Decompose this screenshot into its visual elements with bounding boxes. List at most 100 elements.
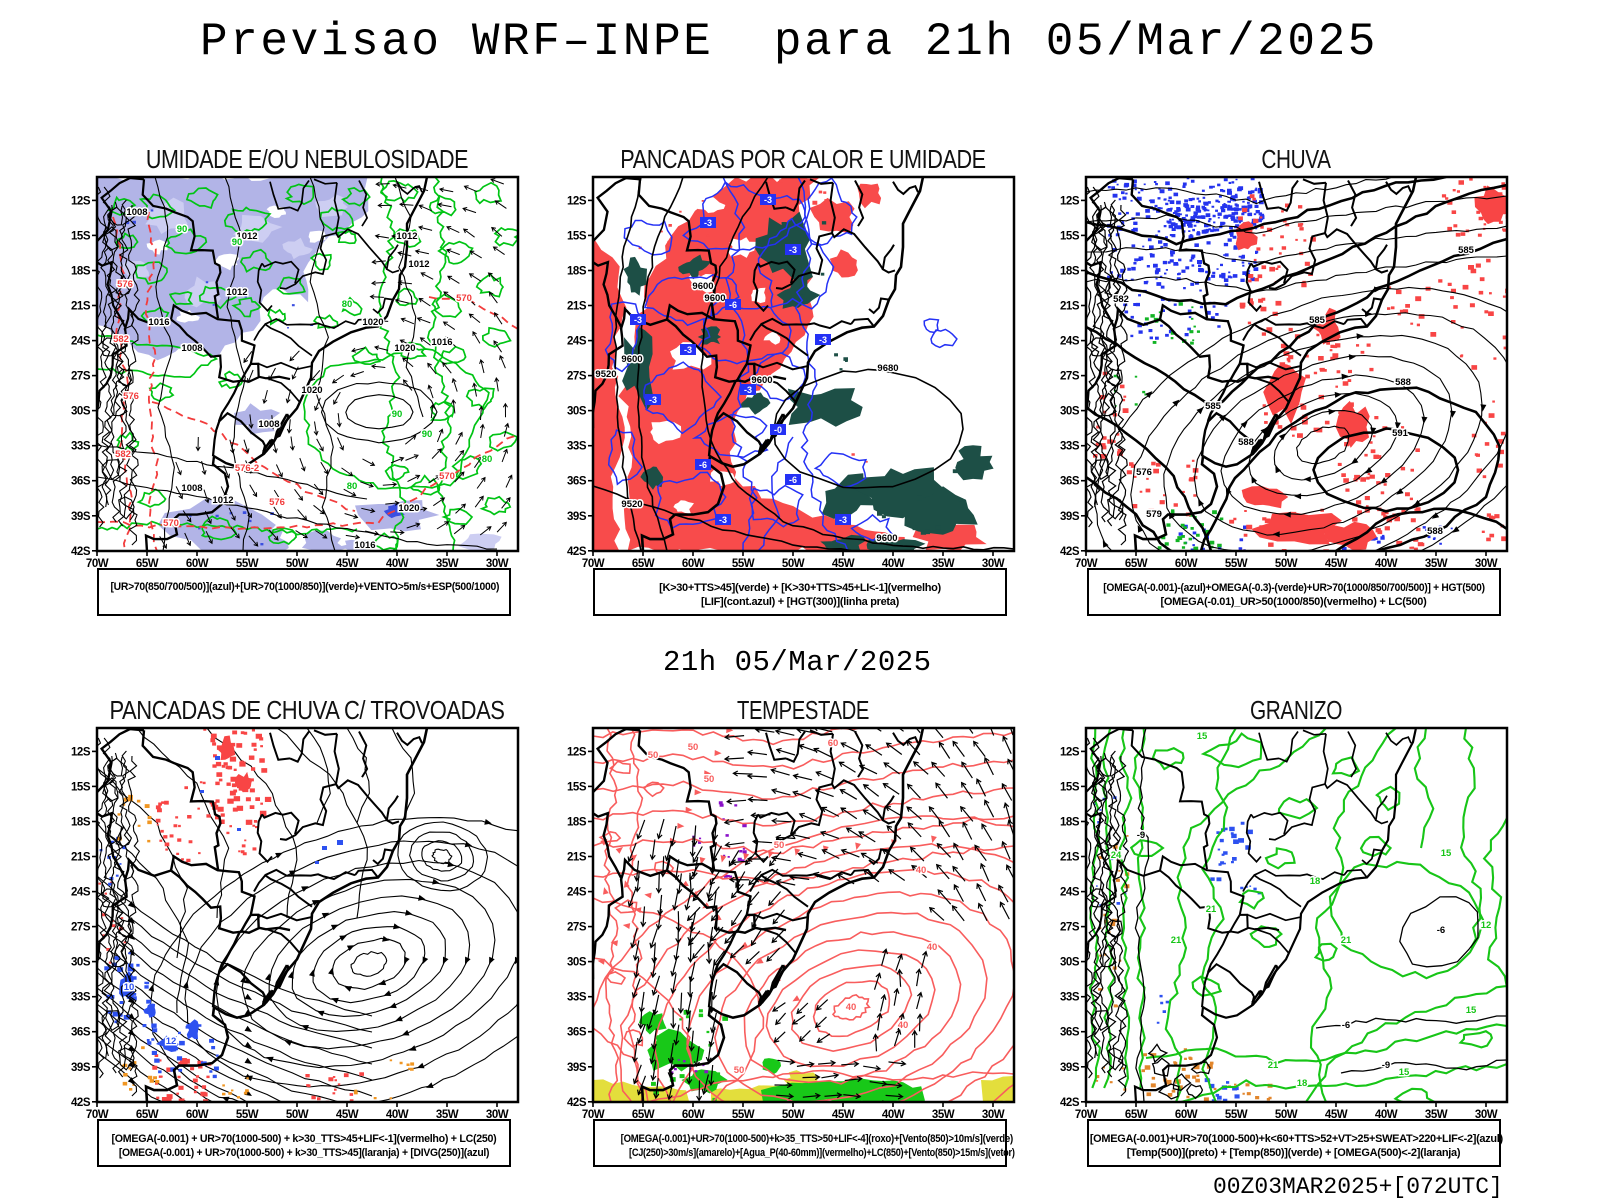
- svg-text:12S: 12S: [1060, 746, 1080, 758]
- svg-text:33S: 33S: [567, 991, 587, 1003]
- svg-text:42S: 42S: [567, 546, 587, 558]
- svg-text:1008: 1008: [181, 483, 202, 494]
- svg-text:30S: 30S: [71, 956, 91, 968]
- svg-text:576-2: 576-2: [234, 463, 258, 474]
- svg-text:50W: 50W: [781, 1109, 804, 1121]
- svg-text:36S: 36S: [71, 1026, 91, 1038]
- svg-text:30W: 30W: [981, 558, 1004, 570]
- svg-text:60: 60: [827, 738, 838, 749]
- svg-text:24S: 24S: [567, 886, 587, 898]
- svg-text:40W: 40W: [881, 1109, 904, 1121]
- svg-text:24S: 24S: [1060, 336, 1080, 348]
- svg-text:-3: -3: [743, 385, 751, 395]
- svg-text:585: 585: [1205, 401, 1222, 412]
- svg-text:12S: 12S: [71, 746, 91, 758]
- svg-text:-3: -3: [633, 315, 641, 325]
- svg-text:65W: 65W: [1125, 1109, 1148, 1121]
- svg-text:-3: -3: [683, 345, 691, 355]
- svg-text:-3: -3: [818, 335, 826, 345]
- svg-text:1016: 1016: [148, 317, 169, 328]
- svg-text:1008: 1008: [126, 207, 147, 218]
- svg-text:15S: 15S: [71, 230, 91, 242]
- svg-text:40W: 40W: [385, 1109, 408, 1121]
- svg-text:55W: 55W: [731, 1109, 754, 1121]
- svg-text:582: 582: [115, 449, 131, 460]
- svg-text:582: 582: [1113, 294, 1129, 305]
- svg-text:40: 40: [845, 1002, 856, 1013]
- svg-text:-3: -3: [648, 395, 656, 405]
- svg-text:1016: 1016: [354, 540, 375, 551]
- svg-text:1020: 1020: [394, 343, 415, 354]
- svg-text:15: 15: [1441, 848, 1452, 859]
- svg-text:42S: 42S: [71, 546, 91, 558]
- svg-text:35W: 35W: [435, 1109, 458, 1121]
- svg-text:576: 576: [123, 391, 139, 402]
- svg-text:1012: 1012: [396, 231, 417, 242]
- svg-text:24S: 24S: [71, 886, 91, 898]
- svg-text:60W: 60W: [185, 1109, 208, 1121]
- svg-text:55W: 55W: [1225, 1109, 1248, 1121]
- svg-text:65W: 65W: [631, 558, 654, 570]
- svg-text:1012: 1012: [226, 287, 247, 298]
- svg-text:576: 576: [117, 279, 133, 290]
- svg-text:36S: 36S: [1060, 476, 1080, 488]
- svg-text:35W: 35W: [931, 558, 954, 570]
- svg-text:33S: 33S: [567, 441, 587, 453]
- svg-text:15: 15: [1466, 1005, 1477, 1016]
- svg-text:18S: 18S: [1060, 266, 1080, 278]
- svg-text:588: 588: [1238, 437, 1254, 448]
- svg-text:65W: 65W: [631, 1109, 654, 1121]
- svg-text:50: 50: [647, 750, 658, 761]
- svg-text:27S: 27S: [71, 921, 91, 933]
- svg-text:-3: -3: [838, 515, 846, 525]
- svg-text:570: 570: [439, 471, 455, 482]
- svg-text:36S: 36S: [71, 476, 91, 488]
- svg-text:65W: 65W: [1125, 558, 1148, 570]
- svg-text:36S: 36S: [1060, 1026, 1080, 1038]
- svg-text:45W: 45W: [335, 558, 358, 570]
- svg-text:40: 40: [926, 942, 937, 953]
- svg-text:21: 21: [1341, 935, 1352, 946]
- svg-text:50: 50: [733, 1065, 744, 1076]
- svg-text:80: 80: [481, 454, 492, 465]
- svg-text:40: 40: [915, 865, 926, 876]
- svg-text:1012: 1012: [408, 259, 429, 270]
- svg-text:70W: 70W: [581, 558, 604, 570]
- svg-text:30S: 30S: [1060, 406, 1080, 418]
- svg-text:50W: 50W: [1275, 558, 1298, 570]
- svg-text:70W: 70W: [581, 1109, 604, 1121]
- svg-text:24S: 24S: [1060, 886, 1080, 898]
- svg-text:39S: 39S: [71, 1061, 91, 1073]
- svg-text:45W: 45W: [1325, 1109, 1348, 1121]
- svg-text:12S: 12S: [567, 746, 587, 758]
- svg-text:35W: 35W: [1425, 558, 1448, 570]
- svg-text:15S: 15S: [1060, 781, 1080, 793]
- svg-text:18S: 18S: [567, 266, 587, 278]
- svg-text:-3: -3: [763, 195, 771, 205]
- svg-text:-9: -9: [1382, 1060, 1390, 1071]
- svg-text:70W: 70W: [1075, 558, 1098, 570]
- svg-text:-9: -9: [1137, 830, 1145, 841]
- svg-text:45W: 45W: [335, 1109, 358, 1121]
- svg-text:70W: 70W: [85, 1109, 108, 1121]
- svg-text:50: 50: [687, 742, 698, 753]
- svg-text:15S: 15S: [567, 230, 587, 242]
- svg-text:30W: 30W: [485, 558, 508, 570]
- svg-text:27S: 27S: [1060, 371, 1080, 383]
- svg-text:65W: 65W: [135, 558, 158, 570]
- svg-text:18S: 18S: [71, 266, 91, 278]
- svg-text:1012: 1012: [212, 495, 233, 506]
- svg-text:576: 576: [1136, 467, 1152, 478]
- svg-text:50: 50: [703, 774, 714, 785]
- svg-text:27S: 27S: [1060, 921, 1080, 933]
- svg-text:35W: 35W: [931, 1109, 954, 1121]
- svg-text:1008: 1008: [181, 343, 202, 354]
- svg-text:70W: 70W: [85, 558, 108, 570]
- svg-text:18: 18: [1310, 876, 1321, 887]
- svg-text:12S: 12S: [71, 195, 91, 207]
- svg-text:21: 21: [1171, 935, 1182, 946]
- svg-text:1012: 1012: [236, 231, 257, 242]
- svg-text:18S: 18S: [567, 816, 587, 828]
- svg-text:15S: 15S: [71, 781, 91, 793]
- svg-text:27S: 27S: [567, 371, 587, 383]
